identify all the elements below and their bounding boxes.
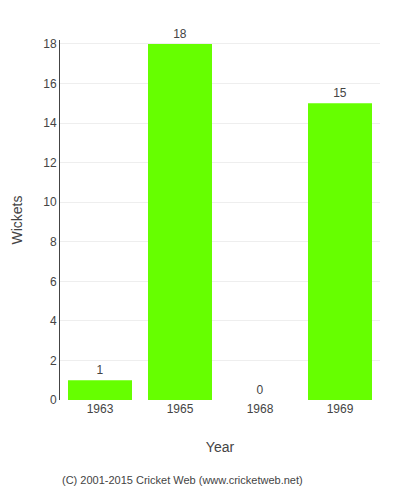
svg-text:4: 4 [50, 314, 57, 328]
svg-text:2: 2 [50, 354, 57, 368]
svg-text:15: 15 [333, 86, 347, 100]
svg-text:1965: 1965 [167, 402, 194, 416]
svg-text:0: 0 [50, 393, 57, 407]
svg-text:(C) 2001-2015 Cricket Web (www: (C) 2001-2015 Cricket Web (www.cricketwe… [62, 474, 303, 486]
svg-text:16: 16 [43, 77, 57, 91]
svg-text:1963: 1963 [87, 402, 114, 416]
svg-text:12: 12 [43, 156, 57, 170]
svg-text:Year: Year [206, 439, 235, 455]
svg-text:18: 18 [43, 37, 57, 51]
svg-text:Wickets: Wickets [9, 196, 25, 245]
svg-text:10: 10 [43, 195, 57, 209]
svg-text:8: 8 [50, 235, 57, 249]
svg-text:1: 1 [97, 363, 104, 377]
svg-text:6: 6 [50, 275, 57, 289]
svg-text:1969: 1969 [327, 402, 354, 416]
svg-text:1968: 1968 [247, 402, 274, 416]
svg-text:0: 0 [257, 383, 264, 397]
svg-text:14: 14 [43, 116, 57, 130]
svg-text:18: 18 [173, 27, 187, 41]
